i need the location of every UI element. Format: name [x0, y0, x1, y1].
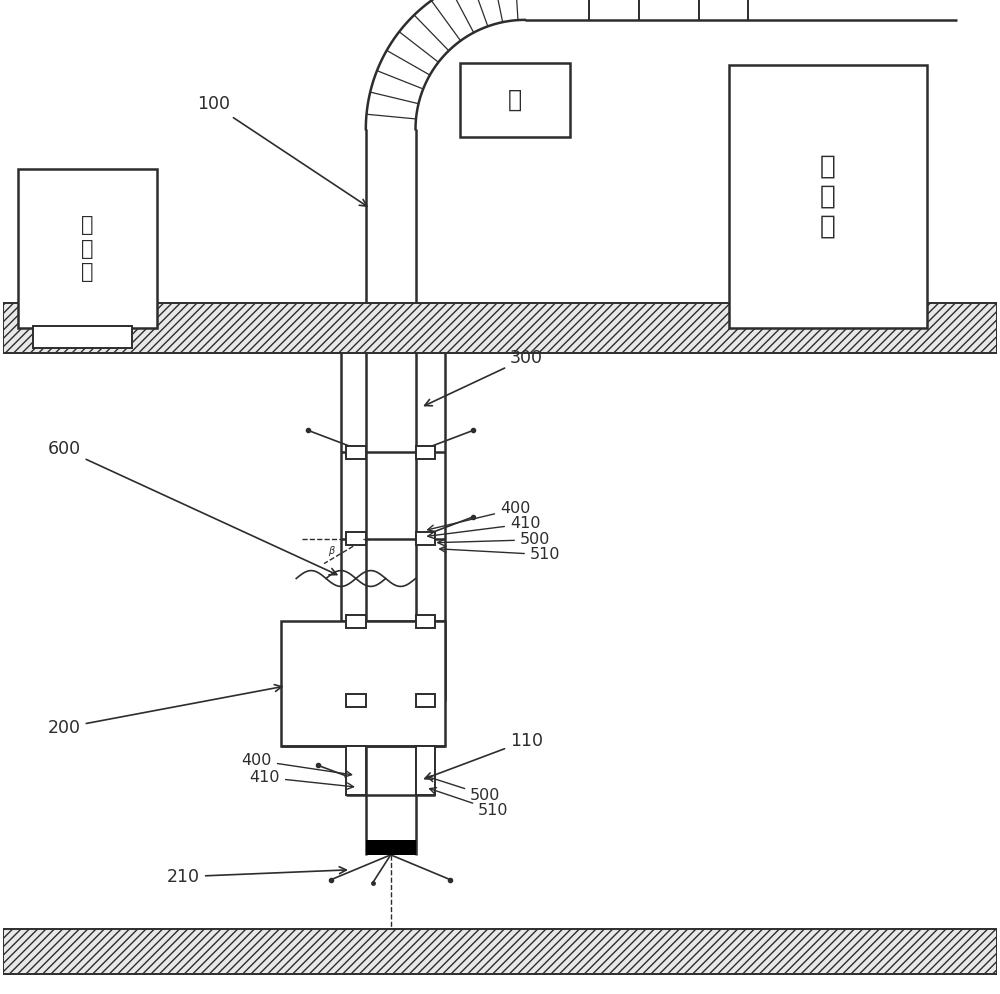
Bar [729, 65, 927, 328]
Bar [346, 614, 366, 628]
Text: 400: 400 [428, 501, 530, 532]
Text: 500: 500 [438, 532, 550, 548]
Text: 600: 600 [48, 440, 337, 575]
Bar [416, 614, 435, 628]
Bar [281, 621, 445, 746]
Text: 空
压
机: 空 压 机 [81, 216, 94, 281]
Text: β: β [328, 546, 334, 556]
Text: 410: 410 [250, 769, 354, 789]
Bar [416, 533, 435, 545]
Bar [346, 694, 366, 708]
Bar [460, 63, 570, 137]
Bar [33, 326, 132, 348]
Bar [366, 840, 416, 855]
Text: 400: 400 [242, 752, 352, 777]
Bar [3, 303, 997, 353]
Bar [18, 169, 157, 328]
Text: 210: 210 [167, 867, 346, 886]
Text: 300: 300 [425, 349, 543, 406]
Bar [416, 445, 435, 458]
Text: 500: 500 [428, 775, 501, 803]
Text: 泵: 泵 [508, 87, 522, 112]
Bar [346, 533, 366, 545]
Text: 410: 410 [428, 516, 540, 539]
Text: 药
剂
池: 药 剂 池 [820, 153, 836, 240]
Text: 110: 110 [425, 732, 543, 779]
Bar [416, 746, 435, 795]
Bar [346, 746, 366, 795]
Text: 100: 100 [197, 95, 367, 206]
Bar [416, 694, 435, 708]
Text: 200: 200 [48, 685, 282, 737]
Text: 510: 510 [430, 787, 509, 818]
Text: 510: 510 [440, 546, 560, 563]
Bar [346, 445, 366, 458]
Bar [3, 929, 997, 974]
